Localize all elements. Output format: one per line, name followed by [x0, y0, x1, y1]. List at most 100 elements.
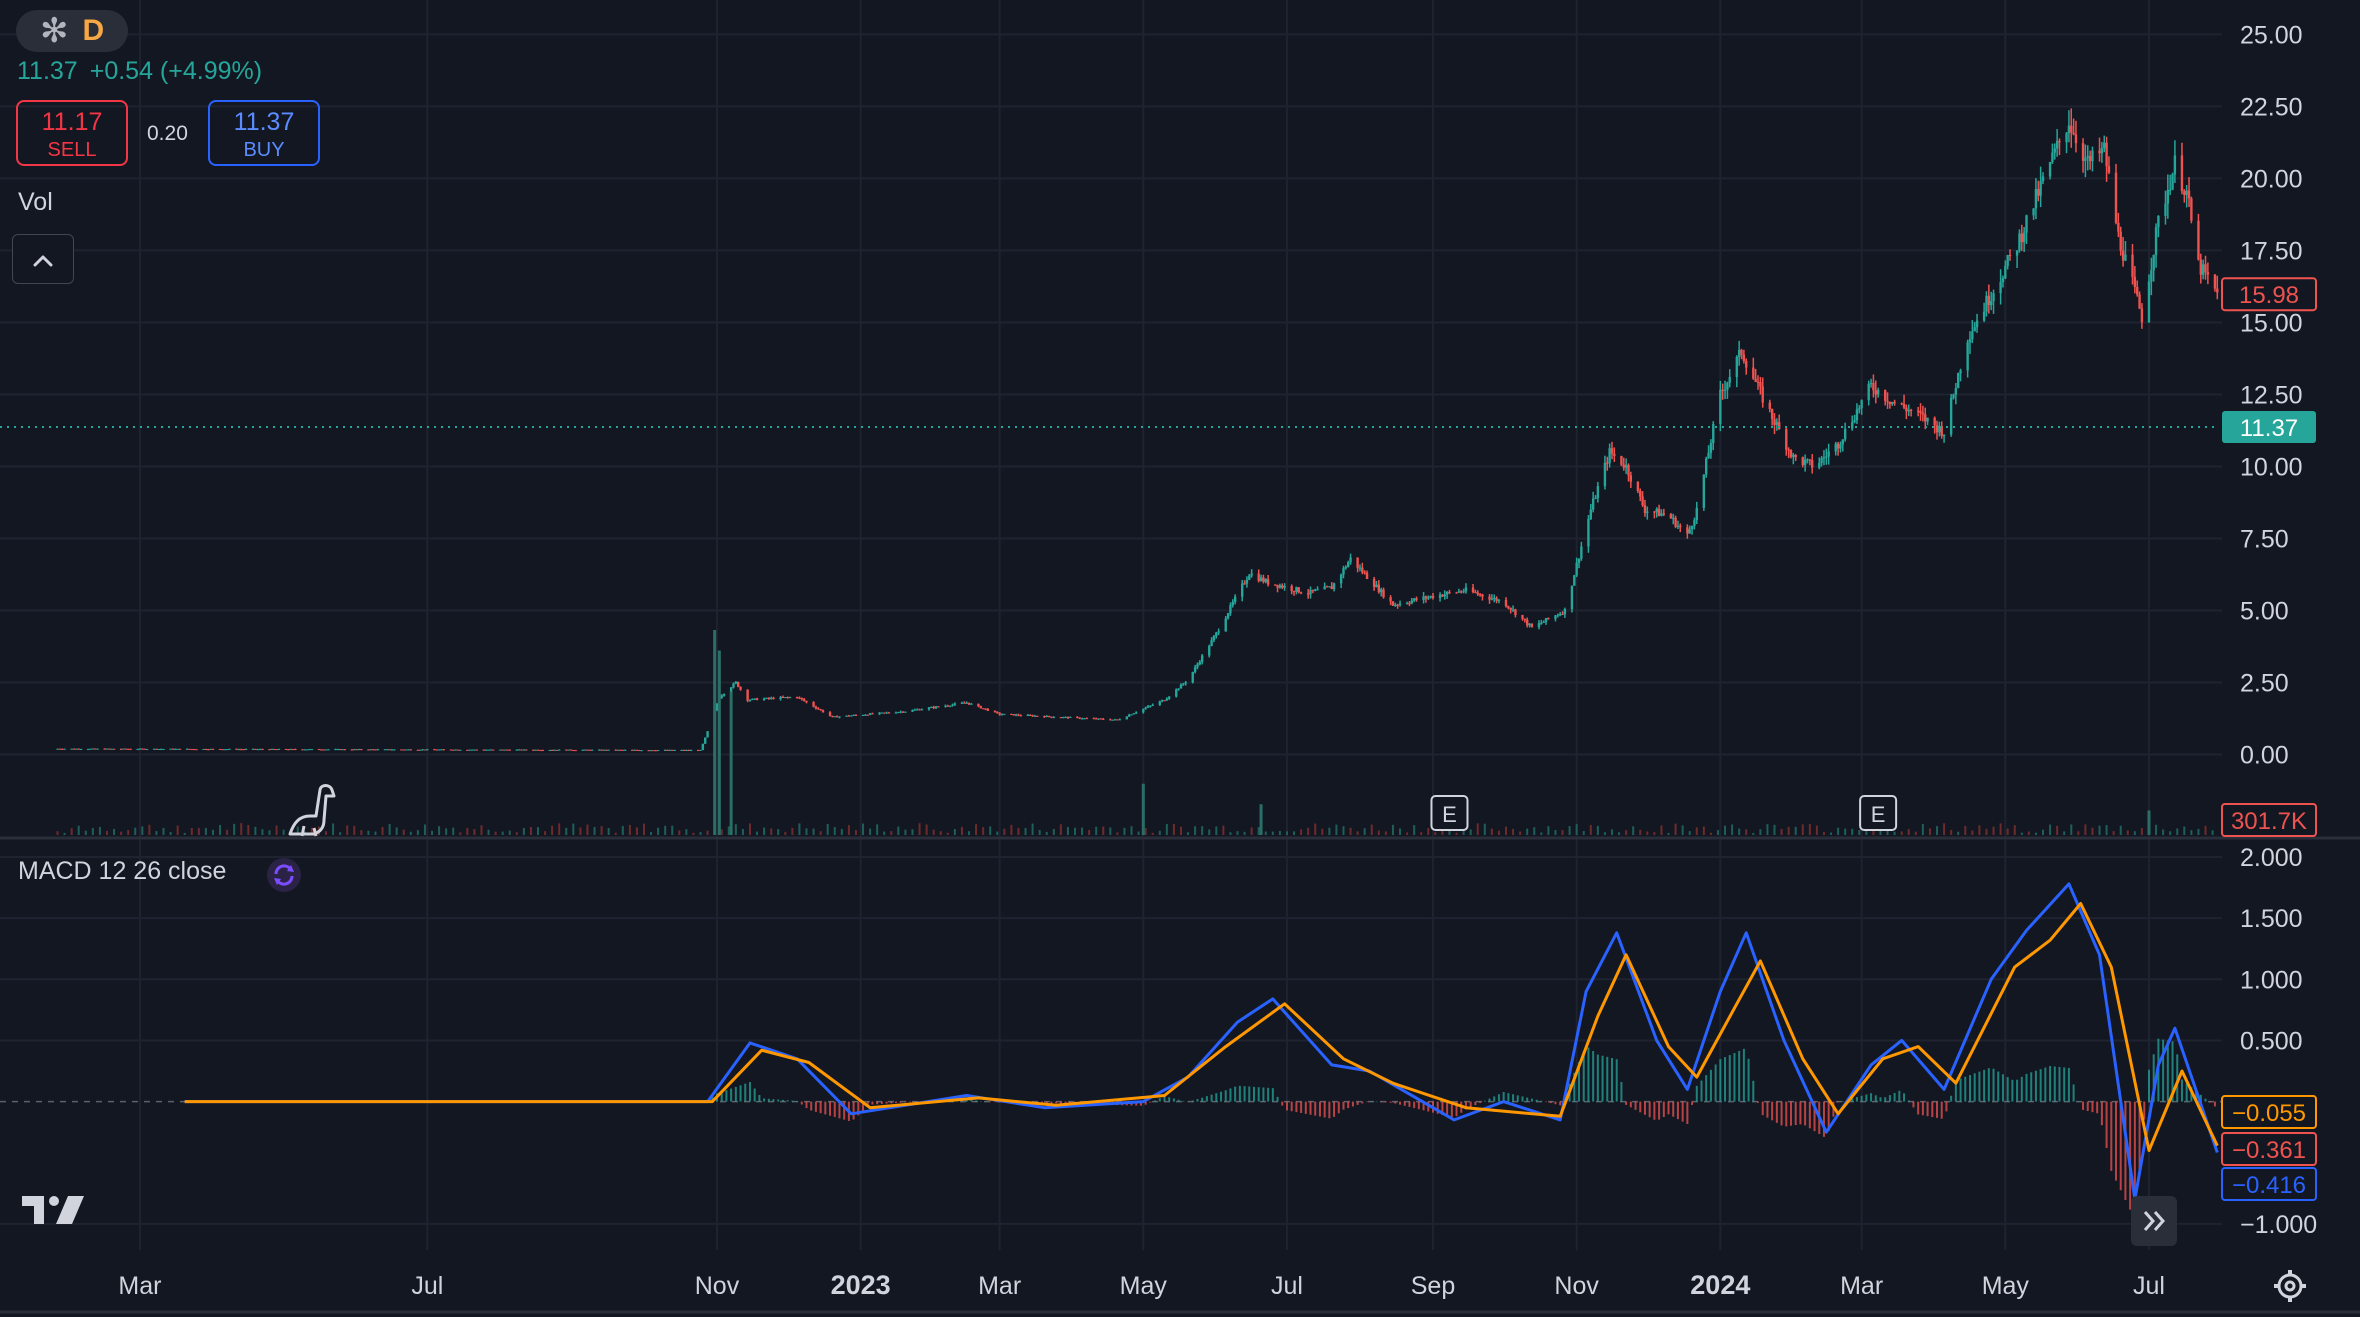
- candle: [1580, 541, 1583, 561]
- symbol-pill[interactable]: ✻ D: [16, 10, 128, 52]
- refresh-icon[interactable]: [266, 857, 302, 893]
- candle-body: [850, 715, 853, 717]
- volume-bar: [1363, 828, 1366, 835]
- volume-bar: [1589, 824, 1592, 835]
- candle: [174, 748, 177, 750]
- candle: [1820, 455, 1823, 467]
- candle-body: [1127, 714, 1131, 717]
- candle-body: [1259, 577, 1263, 581]
- histogram-bar: [1629, 1101, 1632, 1108]
- histogram-bar: [1898, 1090, 1901, 1102]
- timeframe-label[interactable]: D: [82, 14, 105, 47]
- histogram-bar: [1295, 1101, 1298, 1113]
- candle: [1460, 590, 1463, 594]
- candle: [1257, 569, 1260, 583]
- candle-body: [784, 697, 787, 699]
- volume-bar: [1024, 828, 1027, 835]
- candle: [2119, 226, 2122, 256]
- candle-body: [400, 749, 403, 751]
- candle: [798, 696, 801, 699]
- candle: [1902, 394, 1906, 410]
- candle: [317, 748, 321, 751]
- candle: [828, 711, 832, 717]
- candle-body: [1017, 714, 1020, 716]
- candle-body: [1111, 719, 1114, 721]
- candle-body: [831, 715, 834, 717]
- buy-button[interactable]: 11.37 BUY: [208, 100, 320, 166]
- candle: [1168, 696, 1171, 700]
- gear-icon[interactable]: [2272, 1268, 2308, 1304]
- volume-bar: [190, 828, 193, 835]
- volume-bar: [1208, 829, 1211, 835]
- candle-body: [1490, 598, 1494, 600]
- candle: [1375, 580, 1378, 588]
- candle: [1099, 718, 1103, 720]
- histogram-bar: [2105, 1101, 2108, 1149]
- volume-bar: [1512, 828, 1515, 835]
- candle-body: [369, 749, 372, 751]
- candle-body: [1591, 498, 1595, 510]
- candle: [2206, 262, 2210, 285]
- candle: [1627, 463, 1630, 482]
- histogram-bar: [838, 1101, 841, 1119]
- candle: [178, 748, 182, 750]
- volume-bar: [1391, 824, 1394, 835]
- candle: [1408, 601, 1411, 607]
- candle-body: [75, 748, 78, 750]
- histogram-bar: [1389, 1101, 1392, 1103]
- candle: [1102, 717, 1105, 720]
- candle: [1989, 291, 1993, 311]
- volume-bar: [657, 827, 660, 835]
- candle-body: [110, 748, 113, 750]
- candle-body: [1693, 520, 1696, 526]
- candle-body: [1801, 457, 1804, 465]
- volume-bar: [1095, 826, 1098, 835]
- candle: [1325, 585, 1329, 588]
- volume-bar: [770, 828, 773, 835]
- candle: [1891, 401, 1894, 406]
- sell-button[interactable]: 11.17 SELL: [16, 100, 128, 166]
- volume-bar: [2190, 830, 2193, 835]
- volume-bar: [862, 823, 865, 835]
- tradingview-logo-icon[interactable]: [22, 1192, 88, 1228]
- candle: [2124, 240, 2127, 262]
- candle-body: [1243, 583, 1246, 585]
- candle-body: [192, 749, 196, 751]
- candle-body: [835, 716, 839, 718]
- candle: [1737, 340, 1741, 366]
- candle: [1328, 586, 1331, 588]
- candle: [388, 749, 391, 751]
- candle-body: [1959, 370, 1962, 374]
- candle-body: [897, 712, 900, 714]
- candle: [805, 700, 808, 704]
- macd-legend-label[interactable]: MACD 12 26 close: [18, 857, 227, 885]
- candle-body: [802, 699, 806, 701]
- volume-bar: [1893, 831, 1896, 835]
- candle-body: [1226, 613, 1230, 619]
- histogram-bar: [1907, 1100, 1910, 1102]
- candle-body: [258, 749, 262, 751]
- candle: [1982, 302, 1986, 323]
- candle: [176, 748, 179, 750]
- histogram-bar: [1865, 1094, 1868, 1102]
- candle-body: [772, 697, 775, 700]
- candle: [1248, 573, 1251, 581]
- collapse-button[interactable]: [12, 234, 74, 284]
- candle: [536, 749, 540, 751]
- scroll-to-realtime-button[interactable]: [2131, 1196, 2177, 1246]
- price-axis-label: 2.50: [2240, 670, 2289, 698]
- candle: [499, 749, 502, 751]
- candles: [56, 108, 2219, 752]
- volume-bar: [70, 828, 73, 835]
- candle: [897, 711, 900, 714]
- volume-bar: [508, 830, 511, 835]
- candle-body: [930, 707, 933, 709]
- candle: [1836, 441, 1840, 456]
- time-axis-label: Mar: [118, 1272, 161, 1300]
- candle-body: [812, 702, 815, 707]
- candle-body: [1554, 615, 1557, 619]
- candle-body: [1431, 595, 1435, 599]
- candle-body: [2171, 174, 2174, 190]
- candle-body: [1361, 567, 1364, 573]
